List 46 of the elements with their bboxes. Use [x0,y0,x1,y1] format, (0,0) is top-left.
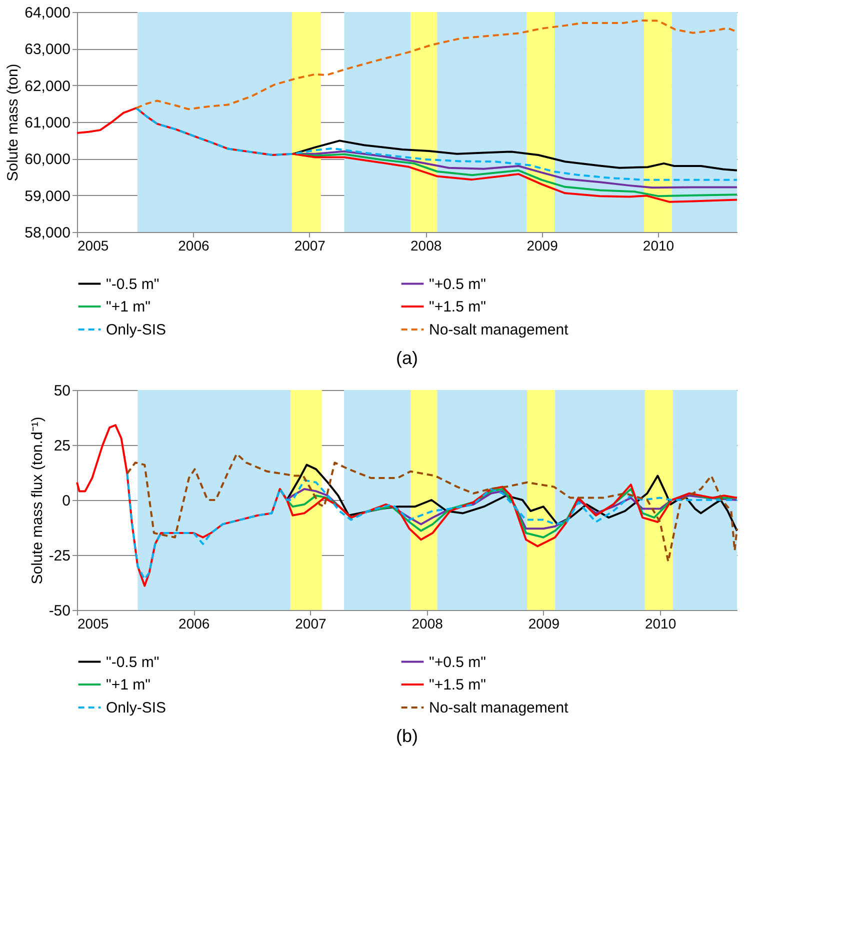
x-tick-label: 2007 [294,238,326,254]
y-tick-label: 58,000 [24,224,70,242]
legend-label: "+1.5 m" [429,298,486,316]
y-axis-title: Solute mass (ton) [4,64,22,182]
x-tick-label: 2007 [295,616,326,632]
legend-label: "-0.5 m" [106,276,160,293]
y-tick-label: 25 [54,438,70,454]
y-tick-label: 61,000 [24,114,70,132]
legend-label: "+1.5 m" [429,676,486,694]
y-tick-label: 50 [54,382,70,400]
x-tick-label: 2009 [526,238,558,254]
y-tick-label: -25 [48,548,70,564]
x-tick-label: 2008 [412,616,444,632]
x-tick-label: 2006 [178,238,210,254]
legend-label: No-salt management [429,700,570,716]
y-tick-label: 0 [62,492,70,510]
legend-label: "+1 m" [106,298,150,316]
legend-label: "+0.5 m" [429,654,486,671]
text: (a) [396,348,418,368]
line-series [76,424,738,587]
x-tick-label: 2010 [644,616,676,632]
x-tick-label: 2006 [178,616,210,632]
legend-label: "-0.5 m" [106,654,160,671]
y-tick-label: 59,000 [24,188,70,205]
legend-label: "+0.5 m" [429,276,486,293]
line-series [126,452,738,563]
line-series [292,140,738,172]
legend-label: Only-SIS [106,322,166,338]
y-tick-label: -50 [48,602,70,620]
x-tick-label: 2008 [410,238,442,254]
legend-label: No-salt management [429,322,570,338]
y-tick-label: 62,000 [24,78,70,95]
line-series [135,107,738,181]
text: (b) [396,726,418,746]
line-series [126,472,738,580]
x-tick-label: 2005 [78,238,109,254]
y-tick-label: 63,000 [24,41,70,58]
x-tick-label: 2005 [78,616,109,632]
legend-label: Only-SIS [106,700,166,716]
y-tick-label: 64,000 [24,4,70,22]
y-tick-label: 60,000 [24,151,70,168]
x-tick-label: 2009 [528,616,560,632]
y-axis-title: Solute mass flux (ton.d⁻¹) [28,416,46,584]
legend-label: "+1 m" [106,676,150,694]
line-series [76,107,738,203]
x-tick-label: 2010 [642,238,674,254]
